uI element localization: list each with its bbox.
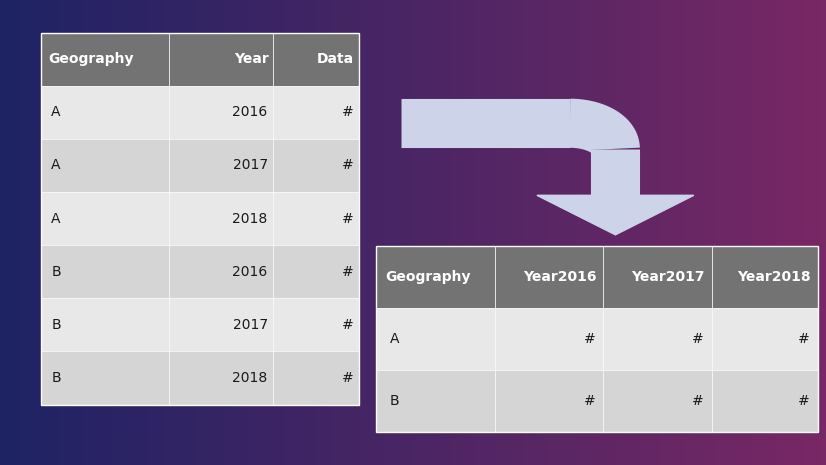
Bar xyxy=(273,352,359,405)
Bar xyxy=(712,246,818,308)
Bar xyxy=(273,33,359,86)
Text: A: A xyxy=(390,332,399,346)
Text: B: B xyxy=(51,371,61,385)
Text: Year2016: Year2016 xyxy=(523,271,596,285)
Text: Geography: Geography xyxy=(48,52,134,66)
Bar xyxy=(273,245,359,298)
Text: Geography: Geography xyxy=(385,271,471,285)
Bar xyxy=(273,86,359,139)
Bar xyxy=(376,246,818,432)
Bar xyxy=(604,308,712,371)
Bar xyxy=(169,192,273,245)
Bar xyxy=(41,33,169,86)
Text: #: # xyxy=(342,105,354,119)
Text: B: B xyxy=(390,394,399,408)
Text: 2016: 2016 xyxy=(232,265,268,279)
Text: A: A xyxy=(51,105,61,119)
Bar xyxy=(41,192,169,245)
Bar xyxy=(495,308,604,371)
Text: #: # xyxy=(692,394,704,408)
Text: 2016: 2016 xyxy=(232,105,268,119)
Text: 2018: 2018 xyxy=(232,212,268,226)
Text: Year: Year xyxy=(234,52,268,66)
Bar xyxy=(41,298,169,352)
Text: B: B xyxy=(51,265,61,279)
Text: 2017: 2017 xyxy=(233,318,268,332)
Text: #: # xyxy=(584,394,596,408)
Text: Year2018: Year2018 xyxy=(738,271,811,285)
Bar xyxy=(604,371,712,432)
Text: #: # xyxy=(584,332,596,346)
Text: #: # xyxy=(342,318,354,332)
Bar xyxy=(169,245,273,298)
Bar xyxy=(41,86,169,139)
Polygon shape xyxy=(537,195,694,235)
Bar xyxy=(376,246,495,308)
Bar xyxy=(376,371,495,432)
Text: A: A xyxy=(51,159,61,173)
Bar xyxy=(169,139,273,192)
Bar xyxy=(169,352,273,405)
Bar xyxy=(495,371,604,432)
Text: B: B xyxy=(51,318,61,332)
Text: #: # xyxy=(342,265,354,279)
Bar xyxy=(41,352,169,405)
Text: Year2017: Year2017 xyxy=(631,271,705,285)
Text: #: # xyxy=(798,394,809,408)
Text: A: A xyxy=(51,212,61,226)
Text: #: # xyxy=(342,371,354,385)
Bar xyxy=(169,298,273,352)
Text: 2018: 2018 xyxy=(232,371,268,385)
Bar xyxy=(712,308,818,371)
Bar xyxy=(41,33,359,405)
Bar xyxy=(273,139,359,192)
Bar xyxy=(495,246,604,308)
Bar xyxy=(376,308,495,371)
Text: #: # xyxy=(342,159,354,173)
Bar xyxy=(273,298,359,352)
Bar xyxy=(712,371,818,432)
Bar xyxy=(169,33,273,86)
Bar xyxy=(604,246,712,308)
Bar xyxy=(169,86,273,139)
Text: Data: Data xyxy=(317,52,354,66)
Bar xyxy=(273,192,359,245)
Text: #: # xyxy=(798,332,809,346)
Bar xyxy=(41,139,169,192)
Text: #: # xyxy=(692,332,704,346)
Bar xyxy=(41,245,169,298)
Text: 2017: 2017 xyxy=(233,159,268,173)
Text: #: # xyxy=(342,212,354,226)
